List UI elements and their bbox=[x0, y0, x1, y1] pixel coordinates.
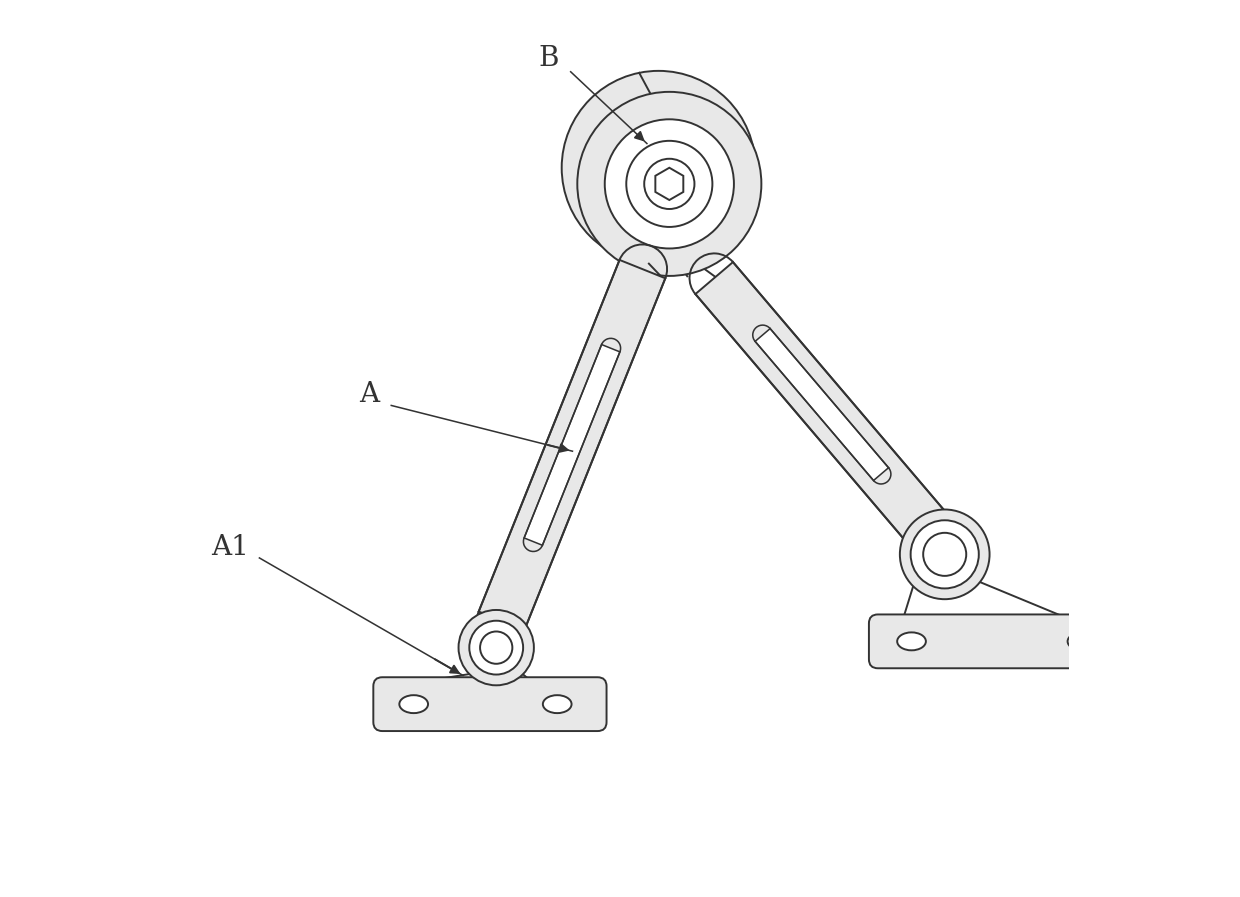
Circle shape bbox=[605, 119, 734, 248]
Ellipse shape bbox=[898, 632, 926, 650]
Circle shape bbox=[900, 509, 990, 599]
FancyBboxPatch shape bbox=[373, 677, 606, 731]
Circle shape bbox=[910, 520, 978, 588]
Text: A: A bbox=[358, 381, 379, 408]
Text: B: B bbox=[538, 45, 558, 72]
Polygon shape bbox=[525, 344, 620, 545]
Circle shape bbox=[578, 91, 761, 276]
Circle shape bbox=[562, 71, 755, 265]
Polygon shape bbox=[696, 262, 949, 547]
Ellipse shape bbox=[399, 695, 428, 713]
Polygon shape bbox=[479, 260, 666, 630]
Ellipse shape bbox=[1068, 632, 1096, 650]
FancyBboxPatch shape bbox=[869, 614, 1125, 668]
Polygon shape bbox=[656, 168, 683, 200]
Ellipse shape bbox=[543, 695, 572, 713]
Circle shape bbox=[469, 621, 523, 675]
Polygon shape bbox=[755, 328, 889, 481]
Text: A1: A1 bbox=[211, 534, 249, 561]
Circle shape bbox=[459, 610, 534, 685]
